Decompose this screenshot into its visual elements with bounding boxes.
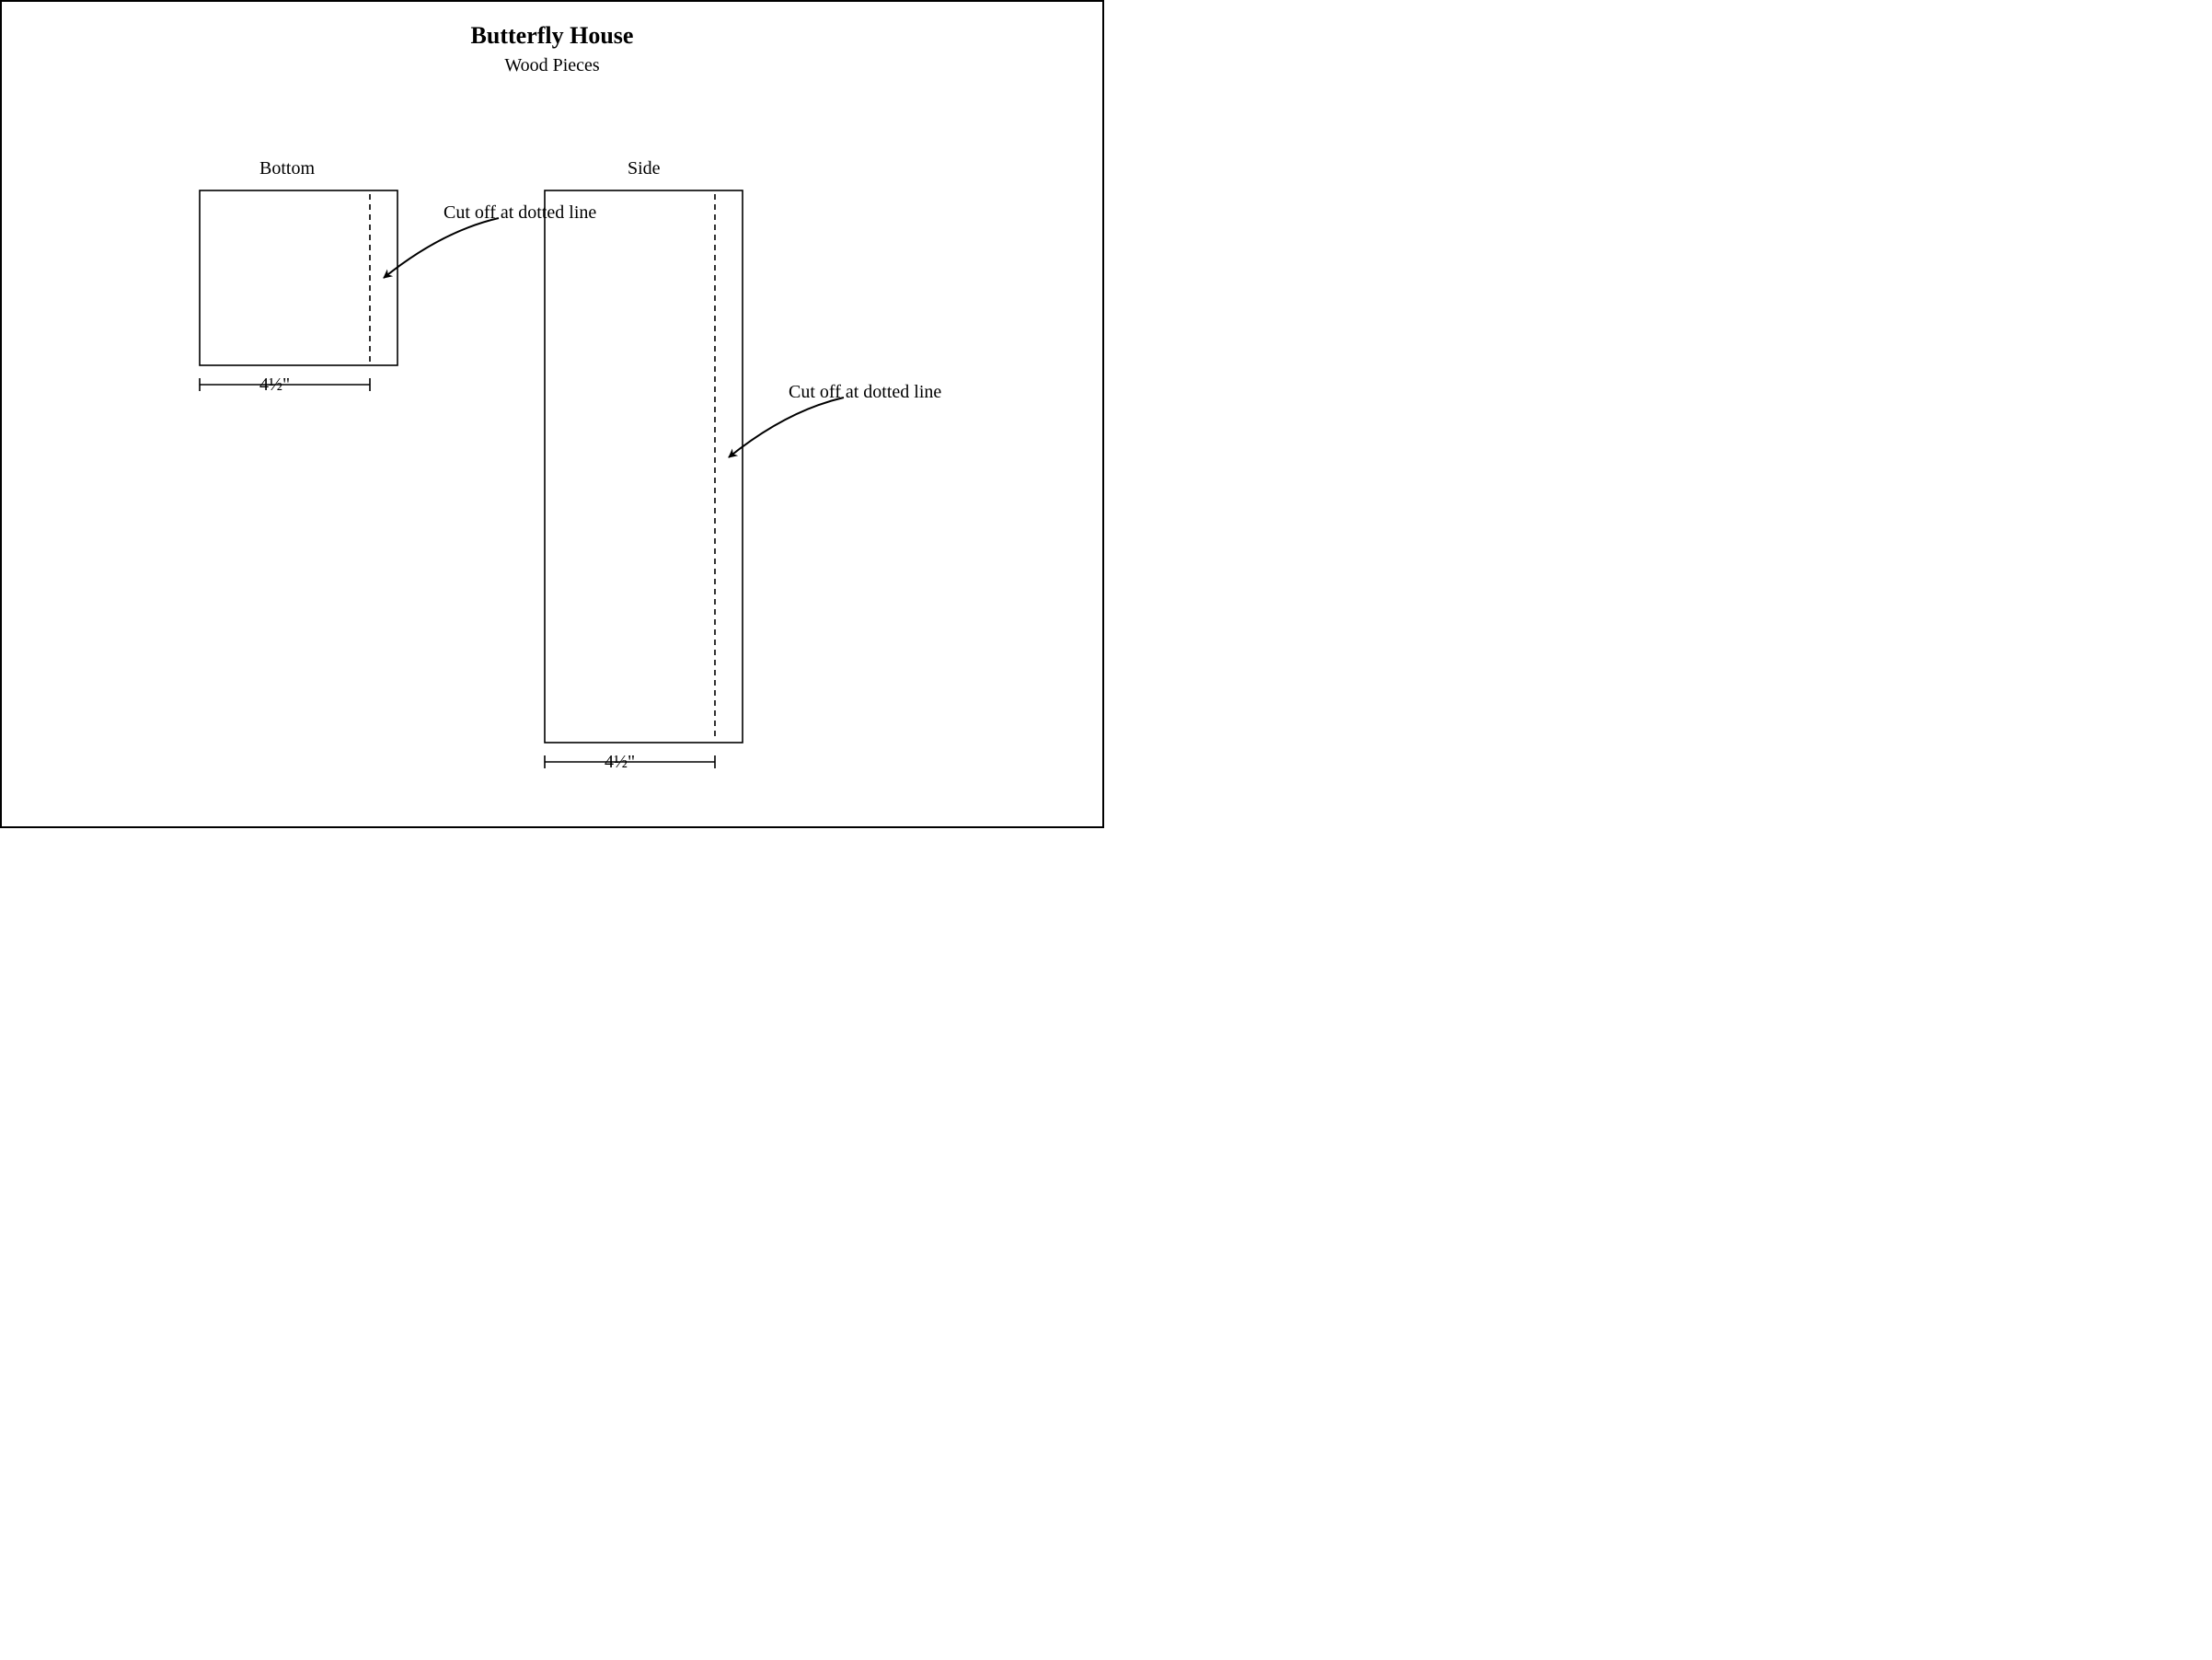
bottom-piece-rect [200,190,397,365]
arrow-side [729,398,844,457]
arrow-bottom [384,218,499,278]
side-piece-rect [545,190,743,743]
dimension-bar-side [545,755,715,768]
diagram-svg [2,2,1106,830]
dimension-bar-bottom [200,378,370,391]
page-frame: Butterfly House Wood Pieces Bottom Side … [0,0,1104,828]
